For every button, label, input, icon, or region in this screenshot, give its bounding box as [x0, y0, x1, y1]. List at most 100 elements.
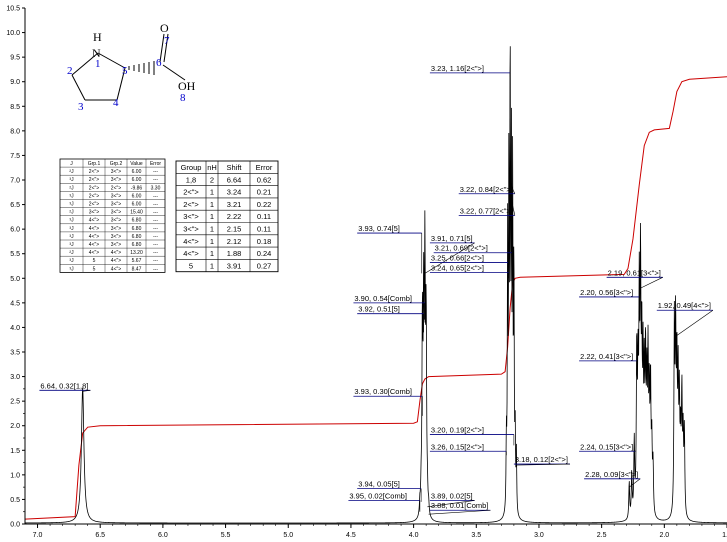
coupling-table-cell: ³J	[69, 202, 74, 208]
x-tick-label: 1.5	[722, 532, 727, 539]
shift-table-cell: 2.22	[227, 212, 242, 221]
atom-4-number: 4	[113, 97, 119, 109]
shift-table-cell: 0.62	[257, 175, 272, 184]
coupling-table-header: Value	[130, 161, 143, 167]
atom-oh-label: OH	[178, 79, 196, 93]
shift-table-cell: 0.18	[257, 237, 272, 246]
coupling-table-cell: ²J	[69, 210, 74, 216]
coupling-table-header: J	[70, 161, 73, 167]
peak-label-text: 2.28, 0.09[3<">]	[585, 470, 638, 479]
peak-label: 3.91, 0.71[5]	[424, 234, 475, 274]
shift-table-cell: 0.24	[257, 249, 272, 258]
y-tick-label: 4.0	[10, 325, 20, 332]
shift-table-cell: 1	[210, 237, 214, 246]
shift-table-cell: 2<">	[183, 188, 199, 197]
peak-label: 3.26, 0.15[2<">]	[429, 442, 507, 456]
coupling-table-cell: 5.67	[132, 258, 142, 264]
shift-table-cell: 1.88	[227, 249, 242, 258]
coupling-table-cell: 4<">	[89, 250, 99, 256]
shift-table-header: nH	[207, 163, 217, 172]
peak-label-text: 3.20, 0.19[2<">]	[431, 426, 484, 435]
y-tick-label: 10.5	[6, 6, 20, 13]
coupling-table-cell: 2<">	[89, 202, 99, 208]
coupling-table-cell: 2<">	[89, 177, 99, 183]
coupling-table-cell: 3<">	[111, 218, 121, 224]
peak-label-text: 3.89, 0.02[5]	[431, 491, 473, 500]
coupling-table-cell: 8.47	[132, 266, 142, 272]
coupling-table-cell: 2<">	[89, 169, 99, 175]
peak-label-leader	[674, 309, 714, 338]
coupling-table-cell: 3<">	[111, 169, 121, 175]
peak-label: 6.64, 0.32[1,8]	[39, 381, 91, 392]
peak-label: 3.23, 1.16[2<">]	[429, 64, 511, 77]
peak-label-text: 3.18, 0.12[2<">]	[515, 455, 568, 464]
peak-label: 3.21, 0.69[2<">]	[433, 244, 513, 254]
shift-table-cell: 4<">	[183, 249, 199, 258]
peak-label-leader	[424, 242, 475, 274]
peak-label-text: 3.90, 0.54[Comb]	[354, 294, 412, 303]
shift-table-header: Error	[256, 163, 273, 172]
coupling-table-cell: 5	[93, 258, 96, 264]
peak-label-leader	[634, 450, 636, 452]
y-tick-label: 8.5	[10, 104, 20, 111]
coupling-table-cell: ---	[153, 234, 158, 240]
peak-label: 3.89, 0.02[5]	[427, 491, 475, 508]
peak-label-text: 3.21, 0.69[2<">]	[435, 244, 488, 253]
shift-table-cell: 1	[210, 225, 214, 234]
peak-label: 3.20, 0.19[2<">]	[429, 426, 515, 446]
peak-label: 3.24, 0.65[2<">]	[429, 263, 510, 279]
y-tick-label: 3.5	[10, 350, 20, 357]
atom-h-label: H	[93, 30, 102, 44]
coupling-table-header: Grp.2	[110, 161, 123, 167]
shift-table-cell: 2	[210, 175, 214, 184]
shift-table-cell: 0.11	[257, 225, 271, 234]
peak-label: 3.93, 0.30[Comb]	[353, 387, 423, 416]
coupling-table-cell: ²J	[69, 169, 74, 175]
peak-label-text: 2.19, 0.61[3<">]	[608, 268, 661, 277]
y-tick-label: 7.0	[10, 178, 20, 185]
shift-table-cell: 4<">	[183, 237, 199, 246]
coupling-table-cell: 2<">	[111, 185, 121, 191]
peak-label-text: 3.93, 0.74[5]	[358, 224, 400, 233]
peak-label-leader	[640, 277, 663, 289]
coupling-table-cell: 3<">	[111, 242, 121, 248]
x-tick-label: 3.0	[534, 532, 544, 539]
peak-label-text: 3.91, 0.71[5]	[431, 234, 473, 243]
x-tick-label: 3.5	[471, 532, 481, 539]
peak-label: 3.22, 0.77[2<">]	[458, 199, 516, 216]
peak-label: 3.94, 0.05[5]	[357, 480, 422, 502]
peak-label-leader	[510, 184, 516, 194]
y-tick-label: 7.5	[10, 153, 20, 160]
coupling-table-cell: 4<">	[89, 226, 99, 232]
peak-label-leader	[427, 500, 475, 508]
coupling-table-cell: 6.00	[132, 202, 142, 208]
coupling-table-cell: 4<">	[111, 258, 121, 264]
coupling-table-cell: ³J	[69, 266, 74, 272]
peak-label: 3.18, 0.12[2<">]	[513, 455, 571, 466]
shift-table-cell: 3.91	[227, 261, 242, 270]
coupling-table-cell: 15.40	[130, 210, 143, 216]
coupling-table-cell: ²J	[69, 250, 74, 256]
coupling-table-cell: 3<">	[89, 210, 99, 216]
y-tick-label: 10.0	[6, 30, 20, 37]
atom-8-number: 8	[180, 92, 186, 104]
coupling-table-cell: 3<">	[111, 177, 121, 183]
peak-label: 3.25, 0.66[2<">]	[429, 254, 509, 263]
x-tick-label: 2.0	[659, 532, 669, 539]
x-tick-label: 4.0	[409, 532, 419, 539]
peak-label: 2.24, 0.15[3<">]	[579, 442, 636, 452]
peak-label-text: 3.94, 0.05[5]	[358, 480, 400, 489]
y-tick-label: 3.0	[10, 374, 20, 381]
shift-table-cell: 3<">	[183, 212, 199, 221]
peak-label-text: 3.26, 0.15[2<">]	[431, 442, 484, 451]
coupling-table-cell: 6.80	[132, 226, 142, 232]
shift-table-frame	[175, 160, 279, 273]
shift-table-cell: 5	[189, 261, 193, 270]
peak-label-text: 2.24, 0.15[3<">]	[580, 442, 633, 451]
coupling-table-cell: ---	[153, 266, 158, 272]
shift-table-header: Group	[181, 163, 202, 172]
integral-curve	[24, 76, 727, 520]
peak-label: 3.90, 0.54[Comb]	[353, 294, 426, 323]
coupling-table-header: Grp.1	[88, 161, 101, 167]
peak-label: 2.20, 0.56[3<">]	[579, 288, 640, 323]
